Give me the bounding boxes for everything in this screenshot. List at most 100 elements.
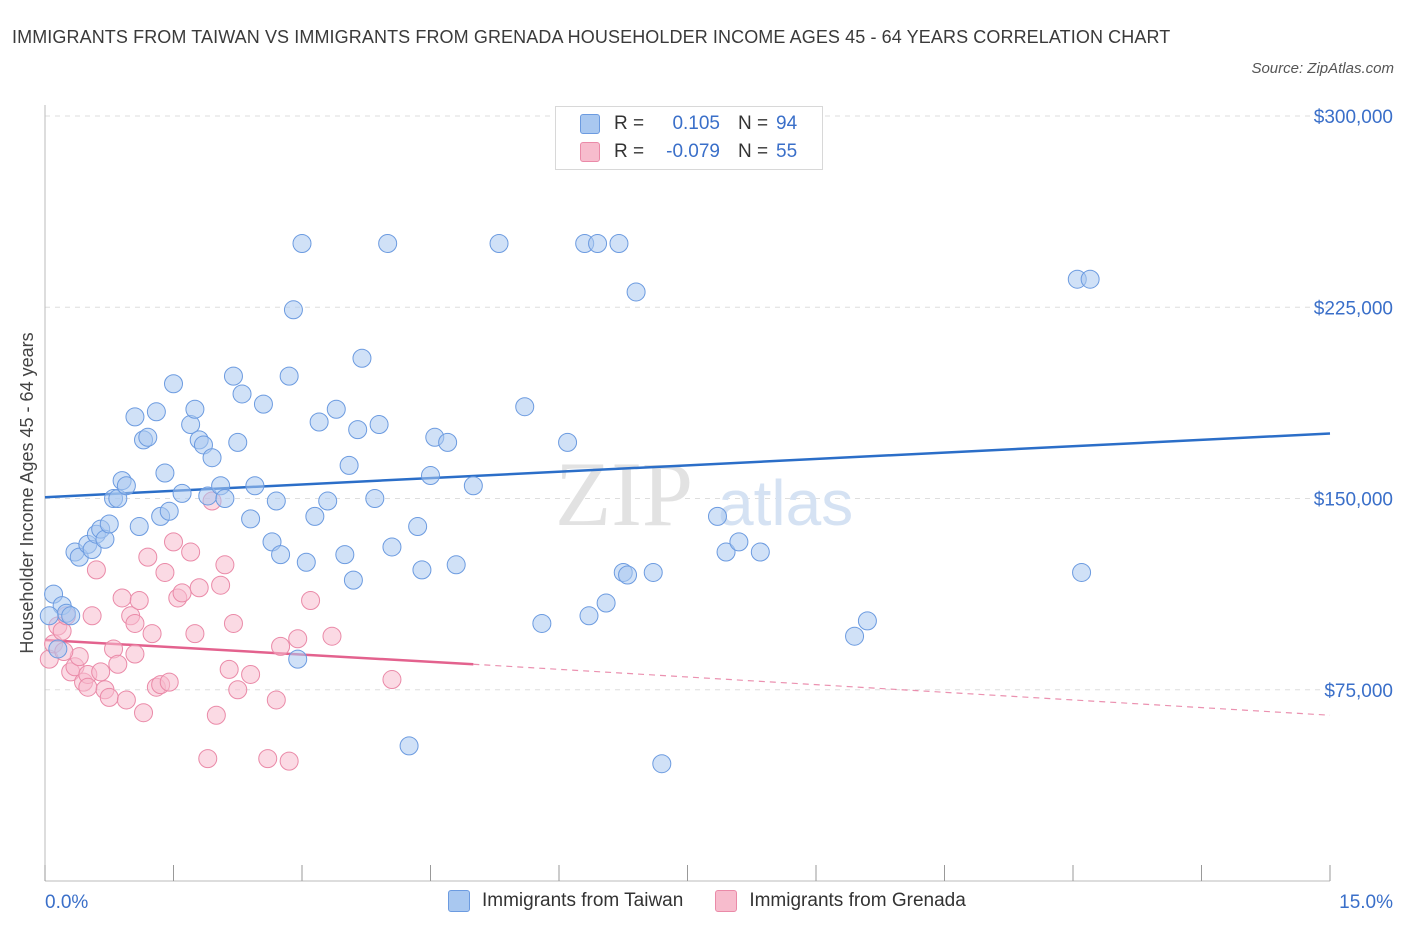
r-value: -0.079 — [666, 141, 720, 162]
watermark-zip: ZIP — [555, 443, 693, 545]
grenada-legend-swatch — [715, 890, 738, 912]
grenada-point — [181, 542, 201, 562]
r-label: R = — [614, 141, 645, 162]
taiwan-point — [39, 606, 59, 626]
taiwan-point — [399, 736, 419, 756]
grenada-point — [142, 624, 162, 644]
grenada-points — [39, 491, 402, 771]
grenada-point — [185, 624, 205, 644]
grenada-point — [172, 583, 192, 603]
taiwan-point — [232, 384, 252, 404]
grenada-point — [206, 705, 226, 725]
grenada-point — [116, 690, 136, 710]
legend-item-grenada[interactable]: Immigrants from Grenada — [715, 890, 966, 912]
taiwan-point — [164, 374, 183, 394]
y-tick-label: $300,000 — [1314, 107, 1393, 128]
taiwan-point — [146, 402, 166, 422]
grenada-legend-label: Immigrants from Grenada — [749, 890, 966, 911]
grenada-point — [322, 626, 342, 646]
taiwan-point — [296, 552, 316, 572]
grenada-point — [164, 532, 183, 552]
taiwan-point — [326, 399, 346, 419]
grenada-point — [108, 654, 128, 674]
grenada-point — [138, 547, 158, 567]
taiwan-point — [845, 626, 865, 646]
grenada-point — [99, 687, 119, 707]
grenada-point — [82, 606, 102, 626]
y-tick-label: $150,000 — [1314, 490, 1393, 511]
grenada-point — [125, 613, 145, 633]
grenada-point — [241, 664, 261, 684]
series-legend: Immigrants from Taiwan Immigrants from G… — [448, 890, 998, 912]
grenada-point — [189, 578, 209, 598]
y-tick-label: $75,000 — [1324, 681, 1393, 702]
taiwan-point — [159, 501, 179, 521]
chart-title: IMMIGRANTS FROM TAIWAN VS IMMIGRANTS FRO… — [12, 27, 1171, 47]
taiwan-point — [185, 399, 205, 419]
taiwan-point — [352, 348, 372, 368]
taiwan-point — [579, 606, 599, 626]
taiwan-point — [1080, 269, 1100, 289]
taiwan-point — [1072, 562, 1092, 582]
taiwan-point — [532, 613, 552, 633]
x-tick-label-max: 15.0% — [1339, 892, 1393, 913]
taiwan-point — [446, 555, 466, 575]
watermark-atlas: atlas — [718, 467, 853, 539]
r-label: R = — [614, 113, 645, 134]
grenada-point — [134, 703, 154, 723]
n-label: N = — [738, 141, 769, 162]
taiwan-point — [365, 489, 385, 508]
taiwan-point — [348, 420, 368, 440]
grenada-point — [271, 636, 291, 656]
taiwan-point — [369, 415, 389, 435]
grenada-point — [86, 560, 106, 580]
grenada-point — [279, 751, 299, 771]
taiwan-point — [339, 455, 359, 475]
grenada-point — [211, 575, 231, 595]
grenada-swatch — [580, 142, 600, 162]
taiwan-point — [857, 611, 877, 631]
taiwan-point — [643, 562, 663, 582]
taiwan-point — [382, 537, 402, 557]
taiwan-point — [223, 366, 243, 386]
taiwan-legend-label: Immigrants from Taiwan — [482, 890, 684, 911]
taiwan-point — [716, 542, 736, 562]
taiwan-point — [318, 491, 338, 511]
taiwan-point — [228, 432, 248, 452]
grenada-point — [382, 670, 402, 690]
taiwan-point — [129, 517, 149, 537]
taiwan-point — [271, 545, 291, 565]
taiwan-point — [421, 466, 440, 486]
grenada-point — [112, 588, 132, 608]
taiwan-points — [39, 234, 1100, 774]
taiwan-point — [378, 234, 398, 253]
grenada-point — [228, 680, 248, 700]
taiwan-point — [588, 234, 608, 253]
taiwan-point — [305, 506, 325, 526]
taiwan-point — [463, 476, 483, 496]
taiwan-point — [729, 532, 749, 552]
taiwan-point — [241, 509, 261, 529]
taiwan-point — [99, 514, 119, 534]
taiwan-point — [266, 491, 286, 511]
legend-row-taiwan: R = 0.105 N = 94 — [580, 111, 810, 137]
taiwan-point — [343, 570, 363, 590]
grenada-point — [91, 662, 111, 682]
watermark: ZIP atlas — [555, 443, 853, 545]
n-value: 94 — [776, 113, 798, 134]
n-value: 55 — [776, 141, 798, 162]
x-tick-label-min: 0.0% — [45, 892, 88, 913]
taiwan-point — [489, 234, 509, 253]
taiwan-point — [61, 606, 81, 626]
taiwan-swatch — [580, 114, 600, 134]
taiwan-point — [515, 397, 535, 417]
grenada-point — [198, 749, 218, 769]
taiwan-point — [652, 754, 672, 774]
taiwan-legend-swatch — [448, 890, 470, 912]
taiwan-point — [245, 476, 265, 496]
taiwan-point — [558, 432, 578, 452]
legend-item-taiwan[interactable]: Immigrants from Taiwan — [448, 890, 683, 912]
grenada-point — [258, 749, 278, 769]
taiwan-point — [48, 639, 68, 659]
